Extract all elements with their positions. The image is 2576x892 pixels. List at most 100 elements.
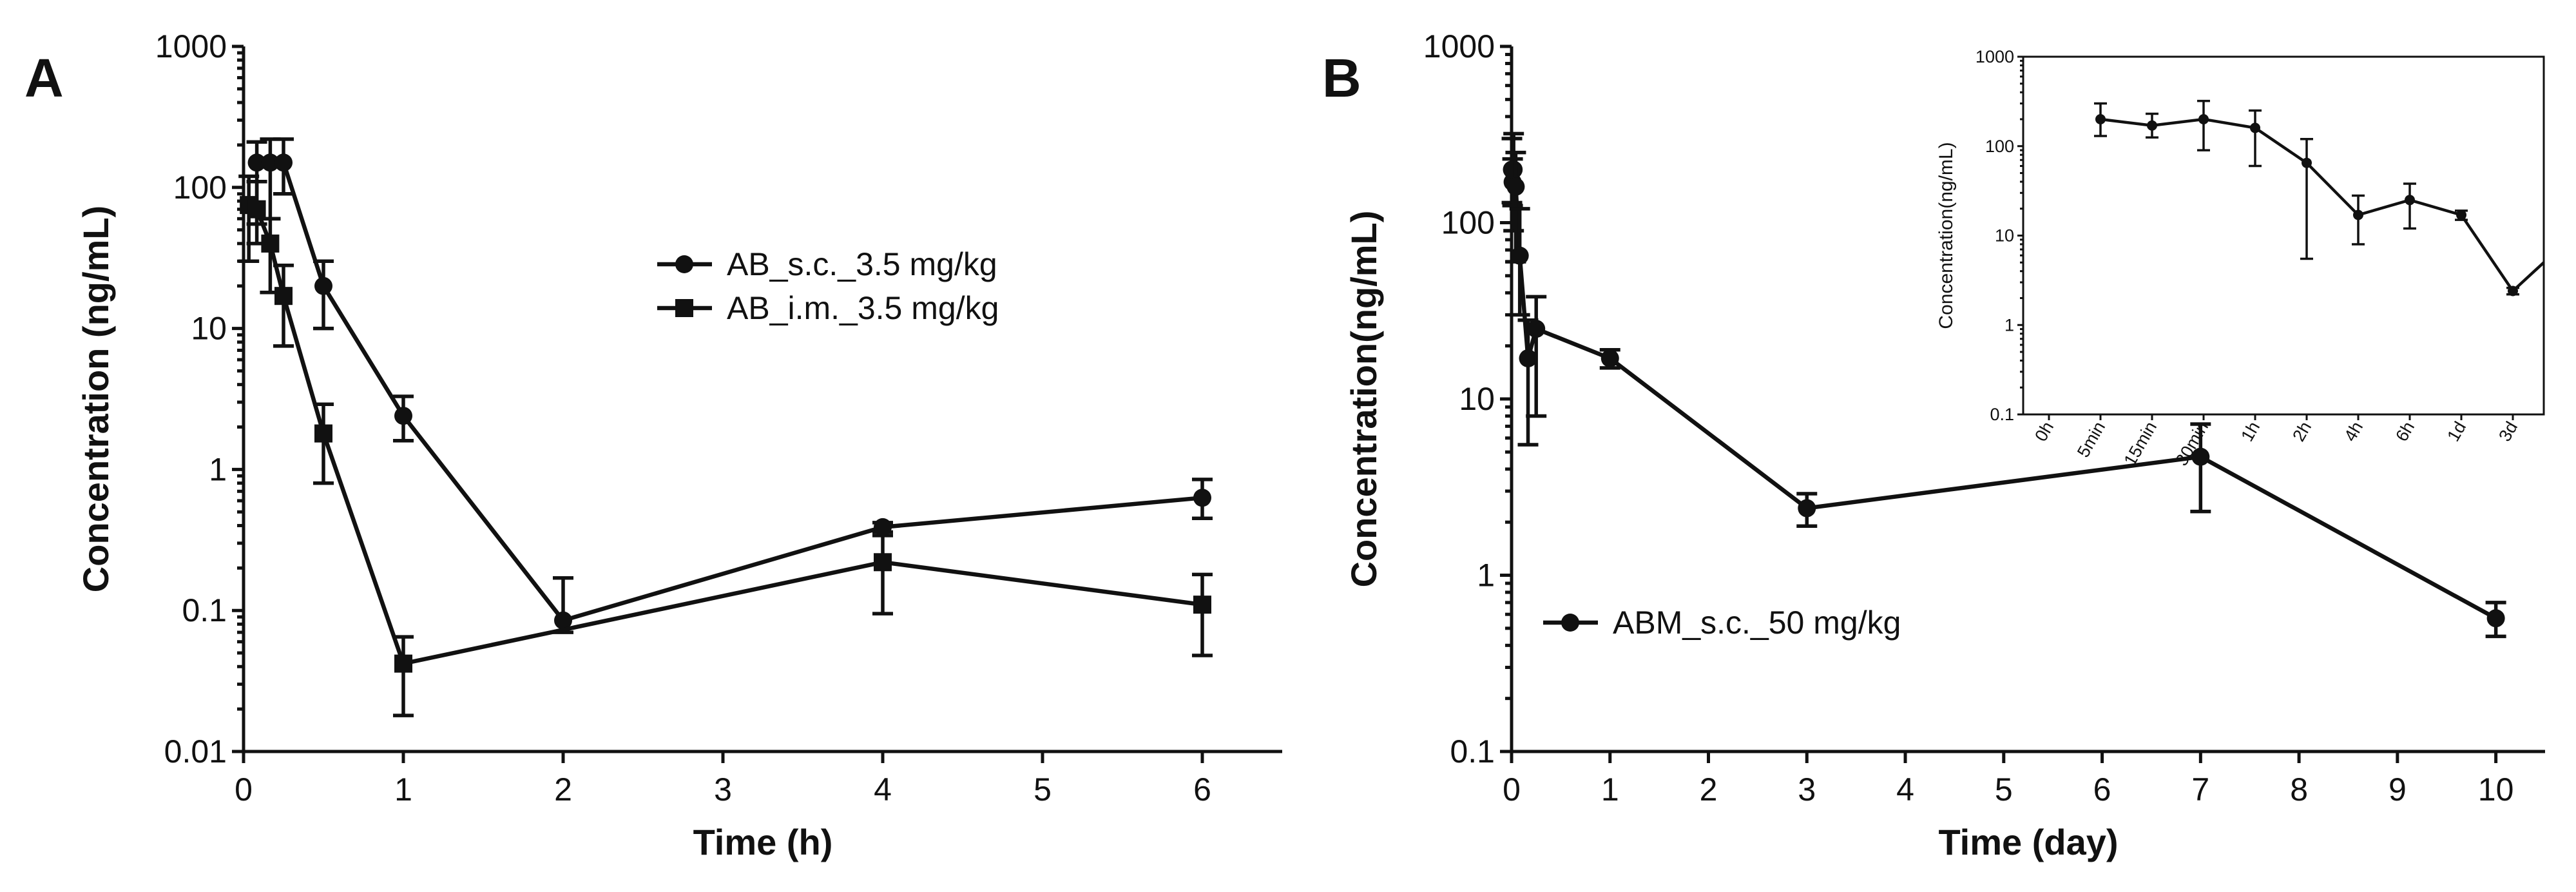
inset-data-point-5	[2302, 157, 2312, 168]
y-tick-label: 1	[1477, 558, 1495, 594]
inset-x-tick-label: 1h	[2237, 418, 2264, 445]
legend-marker-1	[675, 299, 693, 317]
x-tick-label: 1	[1601, 771, 1619, 808]
data-point-0-10	[2486, 609, 2505, 628]
x-axis-title-a: Time (h)	[693, 822, 833, 862]
data-point-0-6	[1527, 320, 1546, 338]
inset-data-point-8	[2456, 209, 2466, 220]
panel-label-b: B	[1322, 48, 1361, 108]
inset-series-layer	[2094, 99, 2545, 296]
inset-x-tick-label: 0h	[2031, 418, 2057, 445]
data-point-0-7	[1193, 489, 1211, 507]
inset-data-point-4	[2250, 122, 2260, 133]
data-point-0-3	[314, 276, 332, 295]
data-point-1-3	[274, 287, 293, 305]
x-tick-label: 6	[2093, 771, 2111, 808]
data-point-0-5	[554, 611, 572, 630]
axes-b: 0.1 1 10 100 1000 0 1 2 3 4 5 6 7 8 9 10	[1423, 28, 2545, 808]
chart-panel-b: 0.1 1 10 100 1000 0 1 2 3 4 5 6 7 8 9 10 ABM_s.c._50 mg…	[1343, 28, 2545, 862]
x-tick-label: 3	[714, 771, 732, 808]
data-point-0-7	[1600, 349, 1619, 367]
inset-series-line	[2100, 117, 2545, 293]
x-tick-label: 4	[874, 771, 892, 808]
inset-data-point-7	[2405, 195, 2415, 206]
data-point-1-1	[247, 200, 266, 218]
chart-panel-a: 0.01 0.1 1 10 100 1000 0 1 2 3 4 5 6 AB_s.c._3.5 mg/…	[75, 28, 1282, 862]
legend-label-0: AB_s.c._3.5 mg/kg	[727, 246, 997, 282]
inset-data-point-3	[2198, 113, 2209, 124]
series-layer-a	[238, 137, 1213, 717]
legend-marker-0	[1561, 614, 1579, 632]
data-point-0-0	[247, 153, 266, 172]
data-point-0-5	[1519, 349, 1537, 367]
inset-x-tick-label: 6h	[2392, 418, 2418, 445]
legend-label-1: AB_i.m._3.5 mg/kg	[727, 290, 999, 326]
data-point-1-2	[261, 234, 280, 253]
inset-y-tick-label: 0.1	[1990, 405, 2014, 424]
inset-x-tick-label: 1d	[2443, 418, 2470, 445]
x-tick-label: 6	[1193, 771, 1211, 808]
legend-a: AB_s.c._3.5 mg/kg AB_i.m._3.5 mg/kg	[657, 246, 999, 326]
data-point-0-2	[274, 153, 293, 172]
y-tick-label: 1	[209, 451, 227, 487]
data-point-0-3	[1506, 177, 1525, 196]
x-tick-label: 8	[2290, 771, 2308, 808]
inset-y-axis-title: Concentration(ng/mL)	[1936, 142, 1957, 329]
x-tick-label: 3	[1798, 771, 1816, 808]
data-point-1-6	[874, 553, 892, 572]
legend-label-0: ABM_s.c._50 mg/kg	[1613, 605, 1901, 641]
inset-y-tick-label: 1	[2004, 315, 2014, 334]
x-tick-label: 10	[2478, 771, 2514, 808]
inset-data-point-1	[2095, 113, 2106, 124]
y-tick-label: 0.01	[164, 733, 227, 770]
y-tick-label: 1000	[155, 28, 227, 64]
data-point-0-4	[1510, 246, 1529, 265]
panel-label-a: A	[24, 48, 64, 108]
inset-data-point-2	[2147, 120, 2157, 131]
y-tick-label: 10	[1459, 381, 1495, 417]
inset-y-tick-label: 1000	[1975, 47, 2014, 66]
y-tick-label: 100	[173, 170, 227, 206]
y-axis-title-a: Concentration (ng/mL)	[75, 206, 116, 592]
inset-x-tick-label: 5min	[2073, 418, 2109, 461]
x-tick-label: 2	[554, 771, 572, 808]
series-line-0	[256, 160, 1203, 623]
x-tick-label: 9	[2389, 771, 2407, 808]
x-tick-label: 1	[394, 771, 412, 808]
x-tick-label: 5	[1995, 771, 2013, 808]
x-tick-label: 4	[1896, 771, 1914, 808]
y-axis-title-b: Concentration(ng/mL)	[1343, 211, 1384, 588]
inset-data-point-9	[2508, 286, 2518, 296]
y-tick-label: 100	[1441, 205, 1495, 241]
x-tick-label: 5	[1033, 771, 1052, 808]
inset-x-tick-label: 4h	[2340, 418, 2367, 445]
data-point-0-1	[261, 153, 280, 172]
inset-x-tick-label: 2h	[2289, 418, 2315, 445]
inset-y-tick-label: 10	[1995, 226, 2014, 246]
y-tick-label: 0.1	[182, 592, 227, 628]
inset-frame	[2022, 55, 2545, 416]
legend-b: ABM_s.c._50 mg/kg	[1543, 605, 1901, 641]
data-point-1-7	[1193, 596, 1211, 614]
legend-marker-0	[675, 255, 693, 273]
x-tick-label: 2	[1700, 771, 1718, 808]
series-layer-b	[1501, 131, 2506, 639]
data-point-0-8	[1798, 499, 1816, 518]
data-point-0-9	[2191, 447, 2210, 466]
x-tick-label: 0	[1503, 771, 1521, 808]
x-axis-title-b: Time (day)	[1938, 822, 2118, 862]
y-tick-label: 1000	[1423, 28, 1495, 64]
axes-a: 0.01 0.1 1 10 100 1000 0 1 2 3 4 5 6	[155, 28, 1282, 808]
data-point-0-2	[1504, 160, 1523, 179]
series-line-1	[247, 203, 1203, 666]
data-point-1-4	[314, 424, 332, 443]
x-tick-label: 0	[235, 771, 253, 808]
data-point-0-6	[874, 518, 892, 536]
data-point-0-4	[394, 407, 412, 425]
inset-x-tick-label: 3d	[2495, 418, 2521, 445]
y-tick-label: 0.1	[1450, 733, 1495, 770]
data-point-1-5	[394, 654, 412, 673]
y-tick-label: 10	[191, 311, 227, 347]
